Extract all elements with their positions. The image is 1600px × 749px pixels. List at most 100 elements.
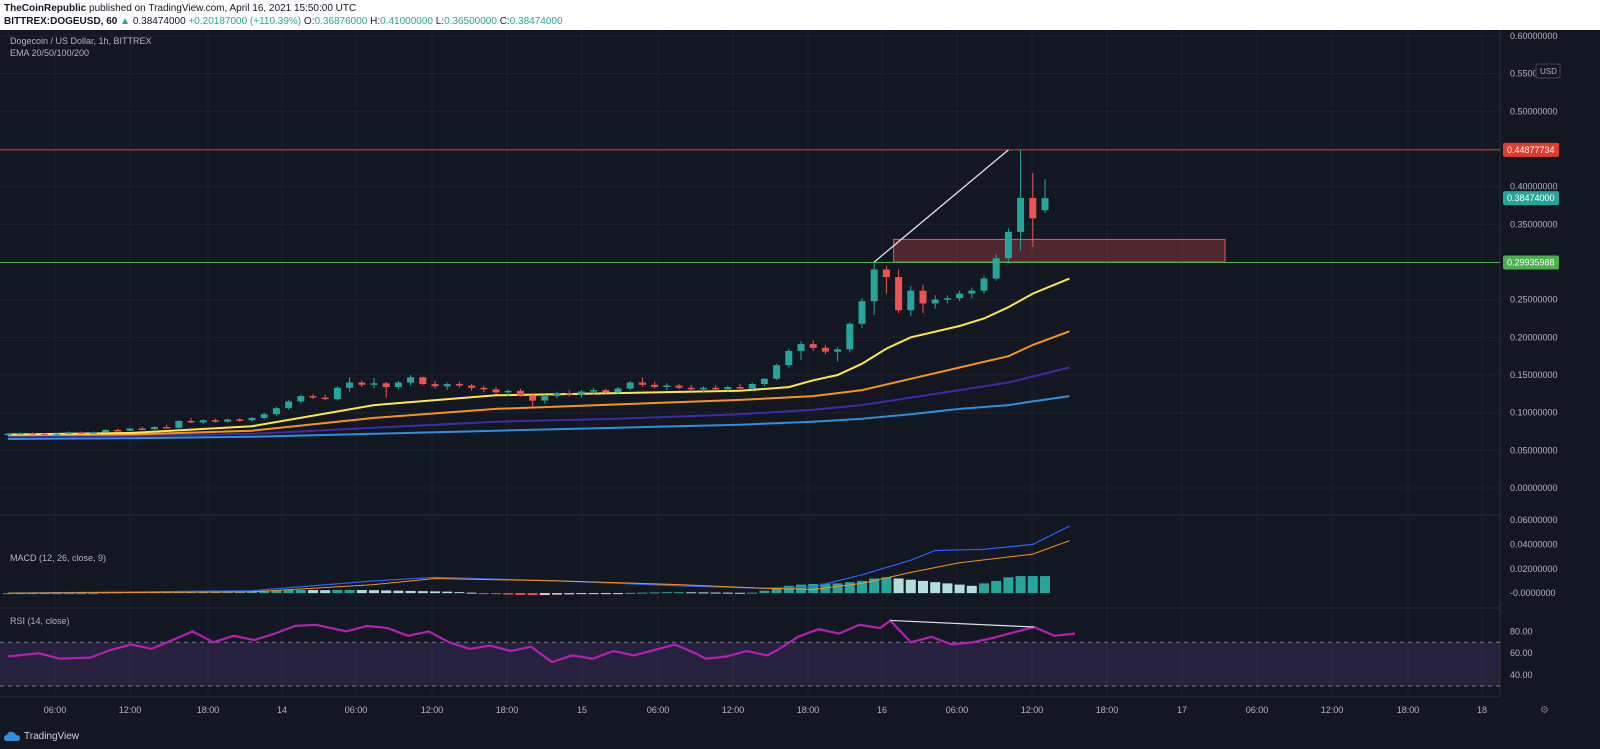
high-label: H: [370,16,381,27]
time-tick-label: 06:00 [647,705,670,715]
currency-label: USD [1540,67,1557,76]
macd-histogram-bar [295,589,306,594]
macd-histogram-bar [1015,576,1026,594]
candle-body [577,391,585,395]
candle-body [443,384,451,387]
candle-body [821,347,829,352]
last-price: 0.38474000 [132,16,186,27]
currency-badge [1535,63,1561,79]
candle-body [199,420,207,423]
macd-histogram-bar [613,593,623,595]
macd-histogram-bar [356,590,367,594]
symbol-info: BITTREX:DOGEUSD, 60 [4,16,118,27]
ema100-line [7,366,1070,438]
price-tick-label: 0.55000000 [1510,69,1558,79]
macd-histogram-bar [1040,576,1050,594]
candle-body [785,350,793,366]
resistance-price-tag: 0.44877734 [1507,145,1555,155]
macd-histogram-bar [881,577,892,594]
candle-body [565,393,573,395]
candle-body [748,384,756,389]
rsi-trendline [890,619,1034,628]
settings-gear-icon: ⚙ [1540,705,1549,716]
macd-histogram-bar [320,590,331,594]
candle-body [41,433,49,436]
resistance-zone-box [893,238,1226,263]
macd-histogram-bar [64,593,74,595]
chart-canvas[interactable]: 0.600000000.550000000.500000000.45000000… [0,30,1600,729]
macd-histogram-bar [369,590,379,594]
tradingview-logo[interactable]: TradingView [4,731,79,742]
candle-body [553,393,561,397]
ema50-line [7,330,1070,437]
macd-tick-label: 0.06000000 [1510,515,1558,525]
macd-histogram-bar [576,593,587,595]
price-tick-label: 0.50000000 [1510,106,1558,116]
candle-body [1004,231,1012,259]
time-tick-label: 06:00 [345,705,368,715]
candle-body [834,349,842,352]
publisher-name[interactable]: TheCoinRepublic [4,3,87,14]
macd-histogram-bar [698,592,709,594]
macd-histogram-bar [905,579,916,594]
macd-line [7,525,1070,594]
time-tick-label: 12:00 [1321,705,1344,715]
candle-body [138,428,146,430]
candle-body [419,377,427,385]
candle-body [175,420,183,428]
macd-histogram-bar [844,582,855,594]
macd-legend: MACD (12, 26, close, 9) [10,553,107,563]
price-axis[interactable]: 0.600000000.550000000.500000000.45000000… [1503,31,1561,680]
macd-histogram-bar [942,583,953,594]
candle-body [943,298,951,300]
macd-histogram-bar [710,592,721,594]
macd-tick-label: 0.04000000 [1510,539,1558,549]
macd-histogram-bar [759,590,770,594]
ema-legend: EMA 20/50/100/200 [10,48,90,58]
candle-body [980,278,988,291]
macd-histogram-bar [564,593,575,595]
price-tick-label: 0.25000000 [1510,295,1558,305]
macd-histogram-bar [1003,577,1014,594]
candle-body [724,387,732,390]
candle-body [590,390,598,392]
candle-body [858,301,866,324]
macd-histogram-bar [430,591,440,594]
macd-histogram-bar [466,592,477,594]
last-price-tag-bg [1503,191,1559,206]
candle-body [1017,197,1025,232]
candle-body [114,429,122,432]
candle-body [89,432,97,434]
macd-histogram-bar [832,583,843,594]
candle-body [248,417,256,421]
candles [4,149,1049,436]
trendlines [873,149,1009,263]
candle-body [102,429,110,433]
time-tick-label: 15 [577,705,587,715]
candle-body [699,387,707,390]
macd-histogram-bar [491,593,501,595]
price-trendline [873,149,1009,263]
candle-body [468,385,476,388]
candle-body [992,258,1000,279]
macd-histogram-bar [417,591,428,594]
candle-body [870,269,878,302]
candle-body [651,384,659,388]
ema-lines [7,277,1070,440]
macd-histogram-bar [552,593,562,595]
candle-body [956,293,964,299]
candle-body [1041,198,1049,211]
rsi-band [0,642,1500,686]
time-axis[interactable]: 06:00 12:00 18:00 14 06:00 12:00 18:00 15 06:00 1… [44,705,1549,716]
candle-body [895,277,903,311]
candle-body [687,387,695,390]
cloud-icon [4,731,20,741]
candle-body [126,428,134,431]
price-tick-label: 0.15000000 [1510,370,1558,380]
macd-histogram-bar [51,593,62,595]
ohlc-line: BITTREX:DOGEUSD, 60 ▲ 0.38474000 +0.2018… [4,16,563,27]
close-value: 0.38474000 [509,16,563,27]
open-label: O: [303,16,315,27]
candle-body [626,382,634,389]
macd-histogram-bar [893,578,904,594]
